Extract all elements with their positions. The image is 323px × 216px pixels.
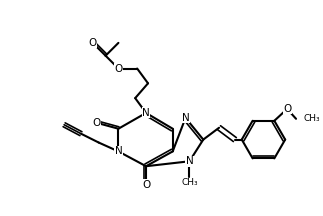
- Text: CH₃: CH₃: [181, 178, 198, 186]
- Text: CH₃: CH₃: [304, 114, 320, 123]
- Text: O: O: [114, 64, 122, 73]
- Text: O: O: [142, 180, 150, 190]
- Text: O: O: [93, 118, 101, 128]
- Text: N: N: [142, 108, 150, 118]
- Text: N: N: [182, 113, 189, 123]
- Text: N: N: [186, 156, 193, 166]
- Text: O: O: [89, 38, 97, 48]
- Text: N: N: [115, 146, 122, 156]
- Text: O: O: [283, 104, 291, 114]
